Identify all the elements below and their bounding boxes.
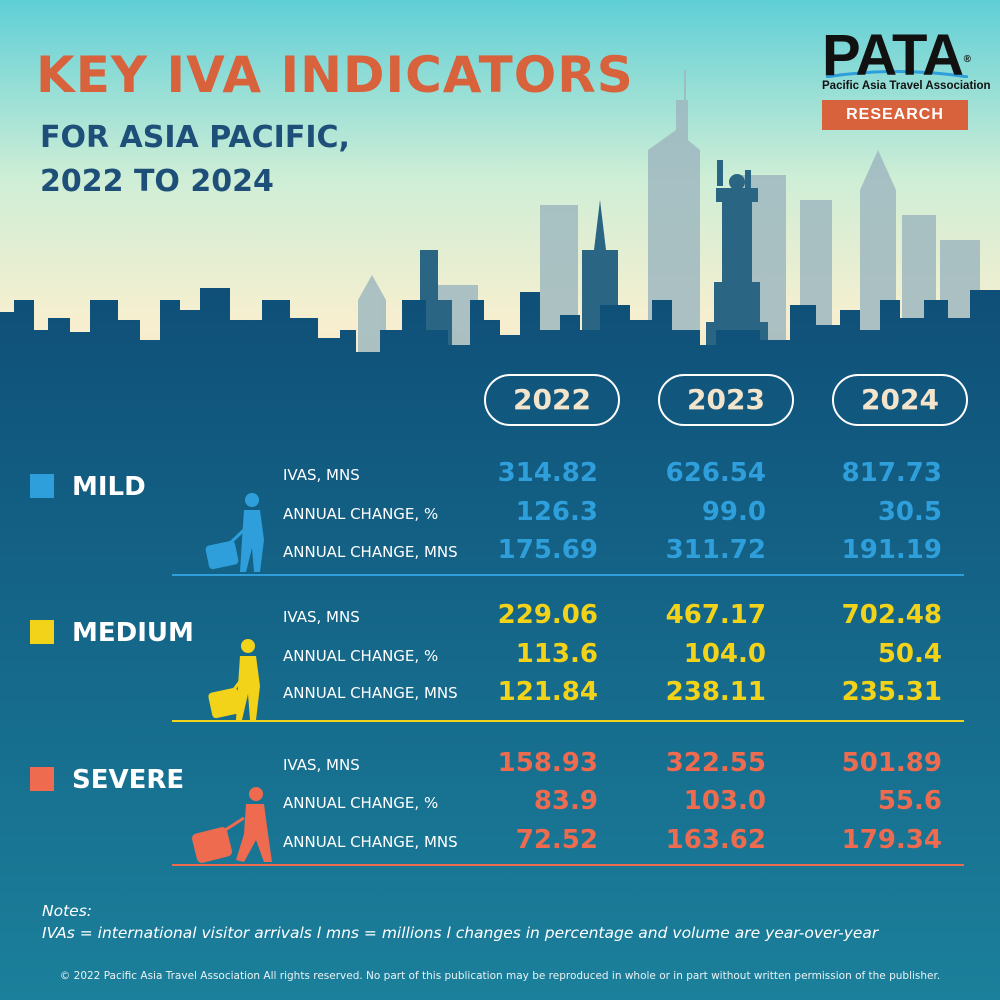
value-cell: 83.9 (533, 786, 598, 816)
section-divider-mild (172, 574, 964, 576)
value-cell: 126.3 (515, 497, 598, 527)
medium-color-square (30, 620, 54, 644)
value-cell: 121.84 (497, 677, 598, 707)
row-label-ivas: IVAS, MNS (283, 756, 360, 774)
scenario-label-medium: MEDIUM (72, 618, 194, 648)
scenario-label-severe: SEVERE (72, 765, 185, 795)
year-header-2023: 2023 (658, 374, 794, 426)
subtitle-line-1: FOR ASIA PACIFIC, (40, 120, 350, 155)
scenario-label-mild: MILD (72, 472, 146, 502)
value-cell: 501.89 (841, 748, 942, 778)
pata-logo: PATA ® Pacific Asia Travel Association RE… (822, 23, 991, 130)
notes-text: IVAs = international visitor arrivals l … (42, 924, 879, 942)
row-label-ivas: IVAS, MNS (283, 608, 360, 626)
row-label-annual-change-mns: ANNUAL CHANGE, MNS (283, 543, 458, 561)
subtitle-line-2: 2022 TO 2024 (40, 164, 274, 199)
value-cell: 314.82 (497, 458, 598, 488)
value-cell: 72.52 (515, 825, 598, 855)
value-cell: 311.72 (665, 535, 766, 565)
value-cell: 626.54 (665, 458, 766, 488)
row-label-annual-change-pct: ANNUAL CHANGE, % (283, 505, 439, 523)
logo-swoosh (825, 70, 969, 78)
page-subtitle: FOR ASIA PACIFIC, 2022 TO 2024 (40, 116, 350, 204)
year-header-2024: 2024 (832, 374, 968, 426)
value-cell: 702.48 (841, 600, 942, 630)
year-header-2022: 2022 (484, 374, 620, 426)
value-cell: 238.11 (665, 677, 766, 707)
row-label-annual-change-mns: ANNUAL CHANGE, MNS (283, 684, 458, 702)
value-cell: 322.55 (665, 748, 766, 778)
value-cell: 179.34 (841, 825, 942, 855)
notes-heading: Notes: (42, 902, 92, 920)
logo-wordmark: PATA ® (822, 23, 971, 88)
severe-color-square (30, 767, 54, 791)
value-cell: 175.69 (497, 535, 598, 565)
logo-research-badge: RESEARCH (822, 100, 968, 130)
section-divider-severe (172, 864, 964, 866)
section-divider-medium (172, 720, 964, 722)
value-cell: 163.62 (665, 825, 766, 855)
page-title: KEY IVA INDICATORS (36, 46, 634, 104)
value-cell: 235.31 (841, 677, 942, 707)
value-cell: 103.0 (683, 786, 766, 816)
value-cell: 113.6 (515, 639, 598, 669)
row-label-annual-change-pct: ANNUAL CHANGE, % (283, 647, 439, 665)
notes: Notes: IVAs = international visitor arri… (42, 900, 878, 944)
traveler-mild-icon (205, 493, 264, 572)
value-cell: 104.0 (683, 639, 766, 669)
row-label-annual-change-pct: ANNUAL CHANGE, % (283, 794, 439, 812)
logo-organization: Pacific Asia Travel Association (822, 80, 991, 92)
mild-color-square (30, 474, 54, 498)
value-cell: 158.93 (497, 748, 598, 778)
row-label-annual-change-mns: ANNUAL CHANGE, MNS (283, 833, 458, 851)
value-cell: 50.4 (877, 639, 942, 669)
traveler-medium-icon (208, 639, 260, 720)
row-label-ivas: IVAS, MNS (283, 466, 360, 484)
value-cell: 229.06 (497, 600, 598, 630)
value-cell: 467.17 (665, 600, 766, 630)
copyright-footer: © 2022 Pacific Asia Travel Association A… (59, 970, 941, 982)
value-cell: 55.6 (877, 786, 942, 816)
value-cell: 191.19 (841, 535, 942, 565)
value-cell: 817.73 (841, 458, 942, 488)
traveler-severe-icon (191, 787, 272, 863)
value-cell: 30.5 (877, 497, 942, 527)
value-cell: 99.0 (701, 497, 766, 527)
